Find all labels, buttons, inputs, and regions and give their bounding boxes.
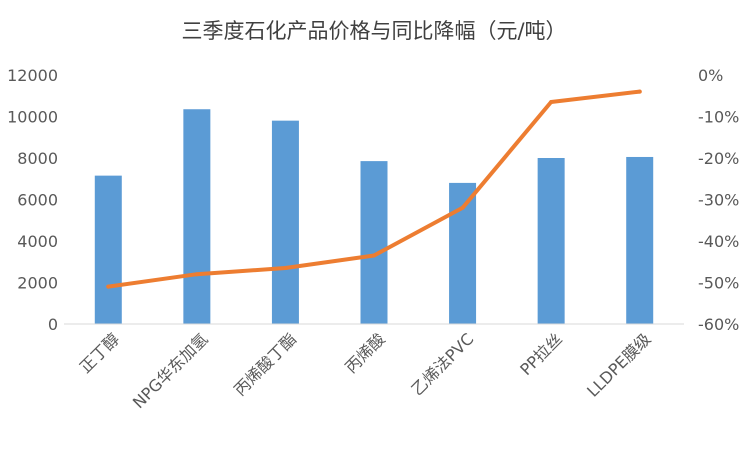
x-tick-label: PP拉丝 <box>516 329 566 379</box>
right-tick-label: -10% <box>698 108 739 127</box>
right-tick-label: -30% <box>698 191 739 210</box>
x-tick-label: 丙烯酸 <box>341 329 388 376</box>
left-tick-label: 6000 <box>17 191 58 210</box>
chart-title: 三季度石化产品价格与同比降幅（元/吨） <box>181 19 566 43</box>
line-point-丙烯酸丁酯 <box>283 265 288 270</box>
line-point-乙烯法PVC <box>460 205 465 210</box>
right-tick-label: 0% <box>698 66 723 85</box>
right-tick-label: -50% <box>698 274 739 293</box>
line-series <box>106 89 642 289</box>
x-tick-label: NPG华东加氢 <box>129 329 212 412</box>
line-point-正丁醇 <box>106 284 111 289</box>
right-axis-ticks: 0% -10% -20% -30% -40% -50% -60% <box>698 66 739 334</box>
line-point-丙烯酸 <box>372 253 376 258</box>
left-tick-label: 8000 <box>17 149 58 168</box>
bar-series <box>94 109 654 325</box>
bar-丙烯酸丁酯 <box>271 120 299 325</box>
left-tick-label: 4000 <box>17 232 58 251</box>
line-point-LLDPE膜级 <box>637 89 642 94</box>
bar-正丁醇 <box>94 175 122 324</box>
bar-NPG华东加氢 <box>183 109 211 324</box>
x-tick-label: 丙烯酸丁酯 <box>230 329 300 399</box>
x-axis-ticks: 正丁醇 NPG华东加氢 丙烯酸丁酯 丙烯酸 乙烯法PVC PP拉丝 LLDPE膜级 <box>76 329 655 412</box>
bar-PP拉丝 <box>537 158 565 324</box>
left-tick-label: 0 <box>48 315 58 334</box>
x-tick-label: LLDPE膜级 <box>583 329 654 400</box>
right-tick-label: -40% <box>698 232 739 251</box>
right-tick-label: -60% <box>698 315 739 334</box>
x-tick-label: 乙烯法PVC <box>408 329 478 399</box>
left-tick-label: 2000 <box>17 274 58 293</box>
line-point-PP拉丝 <box>549 99 554 104</box>
left-axis-ticks: 0 2000 4000 6000 8000 10000 12000 <box>7 66 58 334</box>
bar-丙烯酸 <box>360 161 388 324</box>
right-tick-label: -20% <box>698 149 739 168</box>
bar-乙烯法PVC <box>449 182 477 324</box>
bar-LLDPE膜级 <box>626 156 654 324</box>
x-tick-label: 正丁醇 <box>76 329 123 376</box>
left-tick-label: 10000 <box>7 108 58 127</box>
line-point-NPG华东加氢 <box>194 272 199 277</box>
left-tick-label: 12000 <box>7 66 58 85</box>
